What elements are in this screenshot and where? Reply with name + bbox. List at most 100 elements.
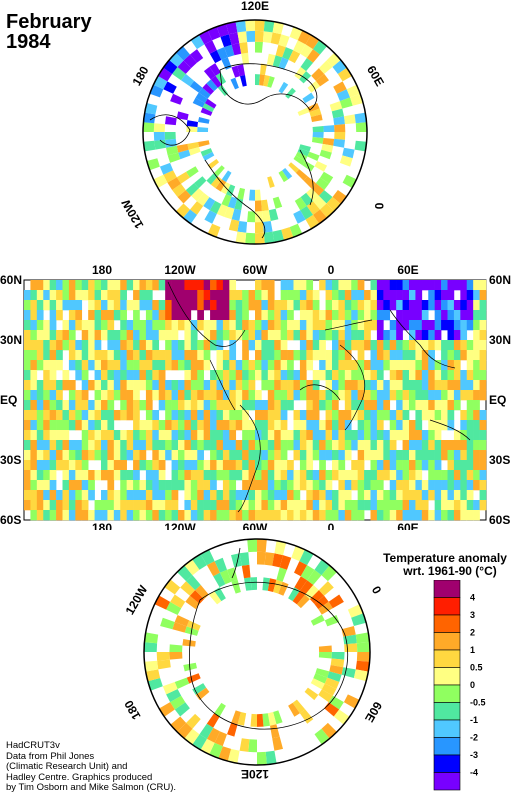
anomaly-cell	[267, 440, 275, 451]
polar-anomaly-cell	[294, 561, 308, 577]
anomaly-cell	[216, 350, 224, 361]
anomaly-cell	[229, 410, 237, 421]
anomaly-cell	[473, 410, 480, 421]
polar-anomaly-cell	[186, 713, 201, 729]
anomaly-cell	[338, 280, 346, 291]
anomaly-cell	[332, 320, 339, 331]
polar-anomaly-cell	[174, 677, 190, 689]
anomaly-cell	[409, 510, 416, 521]
anomaly-cell	[274, 420, 281, 431]
legend-level-label: 2	[470, 628, 475, 638]
anomaly-cell	[107, 310, 115, 321]
anomaly-cell	[152, 450, 160, 461]
anomaly-cell	[402, 300, 410, 311]
anomaly-cell	[68, 470, 76, 481]
anomaly-cell	[81, 410, 89, 421]
anomaly-cell	[158, 440, 166, 451]
anomaly-cell	[62, 450, 70, 461]
anomaly-cell	[434, 410, 442, 421]
anomaly-cell	[81, 490, 89, 501]
anomaly-cell	[287, 330, 294, 341]
anomaly-cell	[203, 430, 211, 441]
polar-anomaly-cell	[237, 31, 248, 43]
anomaly-cell	[460, 450, 468, 461]
polar-anomaly-cell	[266, 53, 276, 66]
anomaly-cell	[402, 420, 410, 431]
anomaly-cell	[319, 500, 326, 511]
anomaly-cell	[338, 350, 346, 361]
anomaly-cell	[415, 280, 423, 291]
polar-anomaly-cell	[321, 143, 334, 153]
anomaly-cell	[287, 430, 294, 441]
anomaly-cell	[158, 280, 166, 291]
polar-anomaly-cell	[231, 710, 241, 725]
anomaly-cell	[133, 470, 140, 481]
anomaly-cell	[453, 480, 461, 491]
anomaly-cell	[36, 480, 44, 491]
polar-anomaly-cell	[255, 200, 262, 212]
anomaly-cell	[133, 310, 140, 321]
polar-anomaly-cell	[261, 199, 269, 212]
anomaly-cell	[229, 300, 237, 311]
anomaly-cell	[24, 490, 31, 501]
anomaly-cell	[402, 310, 410, 321]
anomaly-cell	[402, 430, 410, 441]
polar-anomaly-cell	[209, 50, 222, 64]
anomaly-cell	[280, 400, 288, 411]
anomaly-cell	[409, 340, 416, 351]
anomaly-cell	[145, 390, 153, 401]
anomaly-cell	[165, 390, 172, 401]
anomaly-cell	[466, 290, 474, 301]
anomaly-cell	[178, 350, 185, 361]
anomaly-cell	[370, 300, 378, 311]
anomaly-cell	[133, 290, 140, 301]
anomaly-cell	[197, 380, 204, 391]
anomaly-cell	[24, 460, 31, 471]
polar-anomaly-cell	[169, 644, 183, 652]
anomaly-cell	[36, 360, 44, 371]
anomaly-cell	[43, 350, 50, 361]
anomaly-cell	[197, 320, 204, 331]
anomaly-cell	[171, 380, 179, 391]
anomaly-cell	[62, 410, 70, 421]
anomaly-cell	[466, 310, 474, 321]
anomaly-cell	[113, 430, 121, 441]
anomaly-cell	[434, 500, 442, 511]
polar-anomaly-cell	[315, 177, 329, 191]
anomaly-cell	[235, 310, 243, 321]
anomaly-cell	[466, 380, 474, 391]
anomaly-cell	[126, 490, 134, 501]
anomaly-cell	[248, 510, 256, 521]
anomaly-cell	[107, 430, 115, 441]
anomaly-cell	[306, 390, 314, 401]
anomaly-cell	[139, 400, 147, 411]
anomaly-cell	[158, 360, 166, 371]
right-lat-60n: 60N	[489, 273, 511, 287]
anomaly-cell	[81, 330, 89, 341]
anomaly-cell	[473, 330, 480, 341]
anomaly-cell	[364, 320, 371, 331]
anomaly-cell	[30, 330, 38, 341]
anomaly-cell	[325, 380, 333, 391]
anomaly-cell	[210, 300, 217, 311]
anomaly-cell	[75, 440, 83, 451]
anomaly-cell	[30, 420, 38, 431]
anomaly-cell	[222, 380, 230, 391]
anomaly-cell	[229, 490, 237, 501]
bottom-lon-60w: 60W	[243, 521, 268, 530]
anomaly-cell	[344, 390, 352, 401]
anomaly-cell	[216, 460, 224, 471]
anomaly-cell	[453, 350, 461, 361]
polar-anomaly-cell	[255, 189, 261, 201]
polar-anomaly-cell	[299, 580, 314, 595]
anomaly-cell	[466, 370, 474, 381]
anomaly-cell	[415, 400, 423, 411]
anomaly-cell	[210, 340, 217, 351]
anomaly-cell	[184, 410, 192, 421]
polar-anomaly-cell	[186, 126, 198, 132]
anomaly-cell	[101, 320, 108, 331]
polar-anomaly-cell	[267, 712, 277, 726]
anomaly-cell	[126, 410, 134, 421]
anomaly-cell	[184, 300, 192, 311]
anomaly-cell	[299, 340, 307, 351]
